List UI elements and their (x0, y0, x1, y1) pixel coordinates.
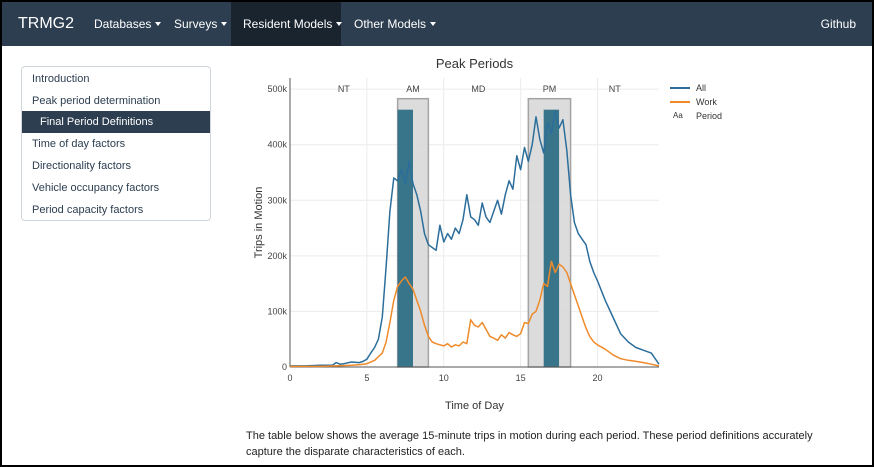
nav-other-models[interactable]: Other Models (342, 2, 448, 46)
caret-down-icon (155, 21, 162, 26)
x-tick-label: 5 (364, 373, 369, 383)
nav-surveys[interactable]: Surveys (162, 2, 239, 46)
legend-symbol-period: Aa (673, 111, 683, 120)
navbar: TRMG2 Databases Surveys Resident Models … (2, 2, 872, 46)
period-label-nt: NT (338, 84, 350, 94)
nav-other-models-label: Other Models (354, 17, 427, 31)
brand-logo[interactable]: TRMG2 (18, 15, 74, 32)
peak-periods-chart[interactable]: NT AM MD PM NT 0 100k 200k 300k 400k 500k 0 5 10 15 20 P… (245, 54, 745, 419)
sidebar-item-time-of-day-factors[interactable]: Time of day factors (32, 138, 126, 150)
y-tick-label: 100k (267, 306, 287, 316)
chart-title: Peak Periods (436, 56, 514, 71)
nav-surveys-label: Surveys (174, 17, 218, 31)
sidebar-item-introduction[interactable]: Introduction (32, 73, 90, 85)
period-label-md: MD (471, 84, 485, 94)
legend-label-work: Work (696, 97, 717, 107)
sidebar-item-final-period-definitions[interactable]: Final Period Definitions (22, 111, 210, 133)
x-axis-title: Time of Day (445, 400, 504, 412)
nav-resident-models-label: Resident Models (243, 17, 333, 31)
series-line-work (290, 260, 660, 368)
caret-down-icon (221, 21, 228, 26)
sidebar-nav: Introduction Peak period determination F… (21, 66, 211, 221)
chart-svg[interactable]: NT AM MD PM NT 0 100k 200k 300k 400k 500k 0 5 10 15 20 P… (245, 54, 745, 419)
sidebar-item-period-capacity-factors[interactable]: Period capacity factors (32, 204, 144, 216)
peak-hour-bar (543, 109, 560, 368)
nav-databases-label: Databases (94, 17, 152, 31)
legend-label-all: All (696, 83, 706, 93)
github-link[interactable]: Github (820, 17, 856, 31)
sidebar-item-directionality-factors[interactable]: Directionality factors (32, 160, 132, 172)
x-tick-label: 0 (287, 373, 292, 383)
description-paragraph: The table below shows the average 15-min… (246, 430, 813, 458)
legend-label-period: Period (696, 111, 722, 121)
peak-hour-bar (397, 109, 413, 368)
y-tick-label: 400k (267, 140, 287, 150)
y-tick-label: 0 (282, 362, 287, 372)
y-tick-label: 200k (267, 251, 287, 261)
y-tick-label: 300k (267, 195, 287, 205)
series-line-all (290, 110, 660, 367)
nav-databases[interactable]: Databases (82, 2, 173, 46)
x-tick-label: 20 (592, 373, 602, 383)
period-label-nt: NT (609, 84, 621, 94)
x-tick-label: 10 (439, 373, 449, 383)
sidebar-item-peak-period-determination[interactable]: Peak period determination (32, 95, 161, 107)
period-label-am: AM (406, 84, 420, 94)
nav-resident-models[interactable]: Resident Models (231, 2, 343, 46)
y-axis-title: Trips in Motion (253, 187, 265, 259)
sidebar-item-vehicle-occupancy-factors[interactable]: Vehicle occupancy factors (32, 182, 160, 194)
y-tick-label: 500k (267, 84, 287, 94)
period-label-pm: PM (543, 84, 557, 94)
caret-down-icon (430, 21, 437, 26)
caret-down-icon (336, 21, 343, 26)
x-tick-label: 15 (516, 373, 526, 383)
